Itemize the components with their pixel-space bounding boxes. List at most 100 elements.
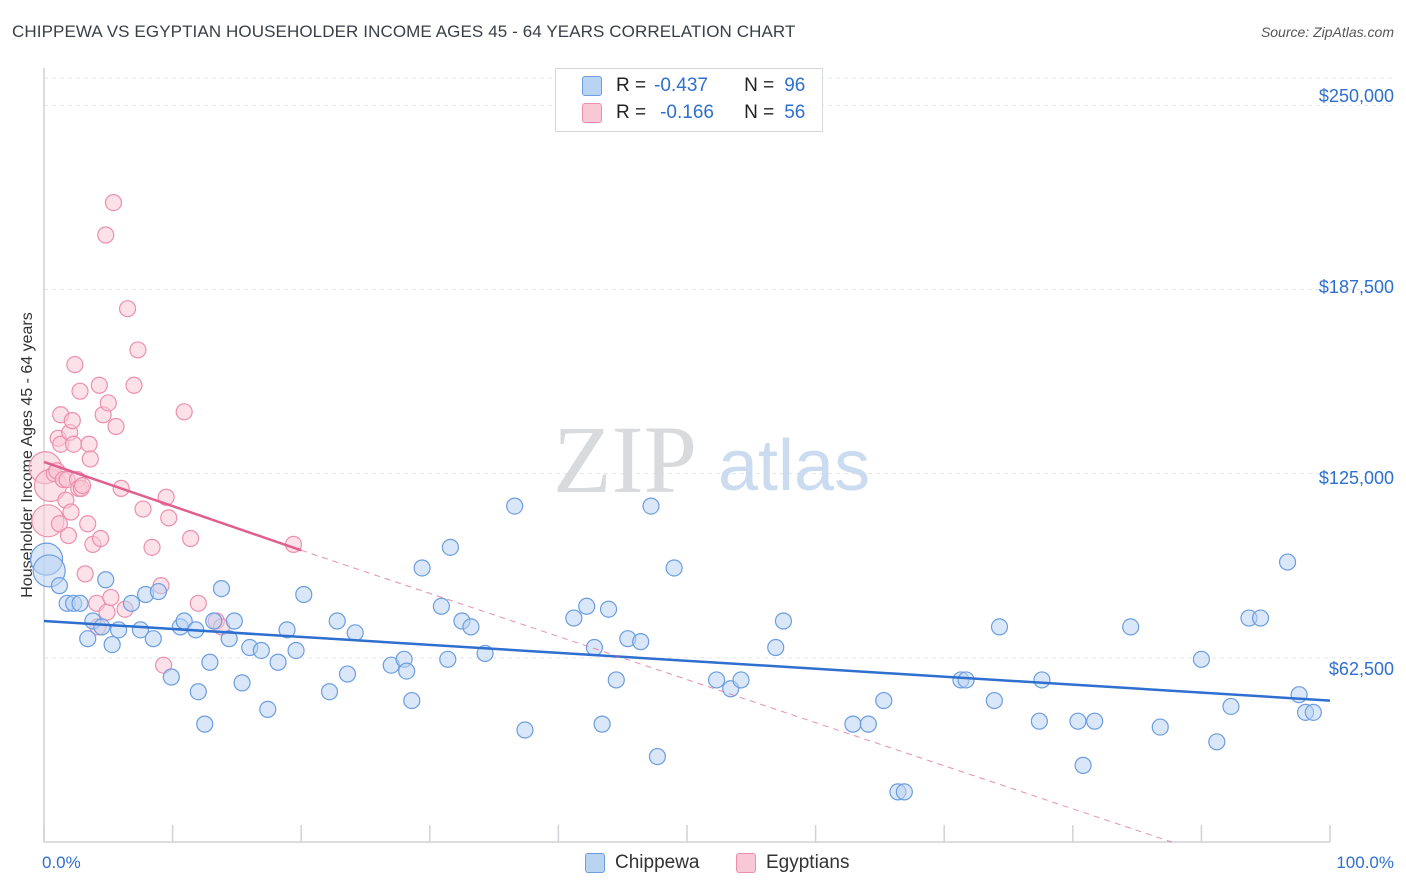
legend-n-value-egyptians: 56 bbox=[784, 102, 806, 123]
chippewa-point bbox=[632, 633, 650, 651]
egyptians-point bbox=[81, 450, 99, 468]
y-tick-label-125000: $125,000 bbox=[1318, 468, 1394, 488]
chippewa-point bbox=[398, 662, 416, 680]
chippewa-point bbox=[859, 715, 877, 733]
chippewa-point bbox=[278, 621, 296, 639]
egyptians-point bbox=[175, 403, 193, 421]
egyptians-points bbox=[28, 193, 303, 674]
chippewa-point bbox=[259, 700, 277, 719]
chippewa-point bbox=[1222, 697, 1240, 716]
chippewa-point bbox=[201, 653, 219, 671]
correlation-legend: R = -0.437 N = 96 R = -0.166 N = 56 bbox=[555, 68, 823, 132]
chippewa-point bbox=[320, 683, 339, 701]
chippewa-point bbox=[516, 721, 534, 739]
chippewa-point bbox=[1069, 712, 1087, 730]
chippewa-point bbox=[1086, 712, 1104, 730]
chippewa-point bbox=[403, 691, 421, 710]
chippewa-point bbox=[648, 747, 667, 766]
chippewa-point bbox=[413, 559, 431, 577]
egyptians-point bbox=[98, 603, 116, 621]
watermark-zip: ZIP bbox=[553, 406, 697, 513]
legend-r-value-egyptians: -0.166 bbox=[660, 102, 714, 123]
chippewa-point bbox=[205, 612, 223, 630]
chippewa-point bbox=[441, 538, 459, 556]
chippewa-point bbox=[578, 597, 596, 615]
chippewa-point bbox=[593, 715, 611, 733]
chippewa-point bbox=[97, 571, 115, 589]
chippewa-point bbox=[144, 630, 162, 648]
x-tick-label-max: 100.0% bbox=[1336, 853, 1394, 872]
chippewa-point bbox=[565, 609, 583, 627]
egyptians-point bbox=[64, 435, 83, 453]
source-credit: Source: ZipAtlas.com bbox=[1260, 24, 1394, 40]
chippewa-point bbox=[462, 618, 480, 636]
legend-n-label: N = bbox=[744, 75, 775, 96]
chippewa-point bbox=[103, 635, 121, 654]
chippewa-trend-line bbox=[43, 619, 1331, 702]
chippewa-point bbox=[585, 638, 604, 657]
chippewa-point bbox=[1151, 718, 1169, 736]
egyptians-point bbox=[50, 515, 69, 533]
watermark-atlas: atlas bbox=[718, 426, 870, 506]
y-tick-label-250000: $250,000 bbox=[1318, 86, 1394, 106]
egyptians-point bbox=[91, 529, 110, 548]
chippewa-point bbox=[220, 630, 238, 648]
egyptians-point bbox=[80, 435, 98, 453]
egyptians-trend-extension bbox=[301, 549, 1172, 843]
legend-r-label: R = bbox=[616, 102, 647, 123]
egyptians-point bbox=[143, 538, 161, 556]
egyptians-point bbox=[59, 526, 78, 545]
chippewa-point bbox=[189, 683, 207, 701]
chippewa-point bbox=[1122, 618, 1140, 636]
bottom-legend-swatch-chippewa bbox=[585, 853, 605, 873]
egyptians-point bbox=[97, 226, 115, 244]
bottom-legend-chippewa: Chippewa bbox=[585, 852, 700, 874]
legend-n-label: N = bbox=[744, 102, 775, 123]
chippewa-point bbox=[149, 582, 168, 601]
chippewa-point bbox=[1208, 733, 1226, 751]
chippewa-point bbox=[1251, 609, 1270, 627]
bottom-legend-egyptians: Egyptians bbox=[736, 852, 849, 874]
chippewa-point bbox=[506, 497, 524, 515]
chippewa-point bbox=[767, 638, 785, 657]
chippewa-point bbox=[607, 671, 625, 689]
chippewa-point bbox=[665, 559, 683, 577]
chippewa-point bbox=[93, 618, 111, 636]
chippewa-point bbox=[985, 691, 1003, 710]
egyptians-point bbox=[118, 300, 137, 318]
chippewa-point bbox=[225, 612, 243, 630]
chippewa-point bbox=[707, 671, 726, 689]
bottom-legend-swatch-egyptians bbox=[736, 853, 756, 873]
chippewa-point bbox=[346, 624, 364, 642]
egyptians-point bbox=[129, 341, 147, 359]
chippewa-point bbox=[1304, 703, 1322, 721]
chippewa-point bbox=[844, 715, 862, 733]
chippewa-point bbox=[895, 783, 913, 801]
egyptians-point bbox=[189, 594, 207, 612]
chippewa-point bbox=[1278, 553, 1297, 571]
egyptians-trend-line bbox=[43, 460, 302, 552]
chippewa-point bbox=[1192, 650, 1211, 668]
bottom-legend-label-chippewa: Chippewa bbox=[615, 852, 700, 873]
chippewa-point bbox=[295, 585, 313, 604]
legend-swatch-chippewa bbox=[582, 76, 602, 96]
chippewa-point bbox=[439, 650, 457, 668]
chippewa-point bbox=[212, 579, 231, 598]
legend-row-chippewa: R = -0.437 N = 96 bbox=[582, 73, 805, 99]
chart-title: CHIPPEWA VS EGYPTIAN HOUSEHOLDER INCOME … bbox=[12, 22, 796, 41]
bottom-legend-label-egyptians: Egyptians bbox=[766, 852, 850, 873]
chippewa-point bbox=[1030, 712, 1048, 730]
watermark: ZIP atlas bbox=[553, 406, 870, 513]
egyptians-point bbox=[104, 193, 123, 212]
x-tick-label-min: 0.0% bbox=[42, 853, 81, 872]
chippewa-point bbox=[50, 577, 69, 595]
chippewa-point bbox=[774, 612, 793, 630]
chippewa-point bbox=[1290, 686, 1308, 704]
legend-swatch-egyptians bbox=[582, 103, 602, 123]
chippewa-point bbox=[287, 641, 305, 660]
egyptians-point bbox=[134, 500, 152, 518]
trend-lines bbox=[43, 460, 1331, 843]
chippewa-point bbox=[1074, 756, 1092, 774]
legend-r-label: R = bbox=[616, 75, 647, 96]
egyptians-point bbox=[62, 503, 80, 521]
